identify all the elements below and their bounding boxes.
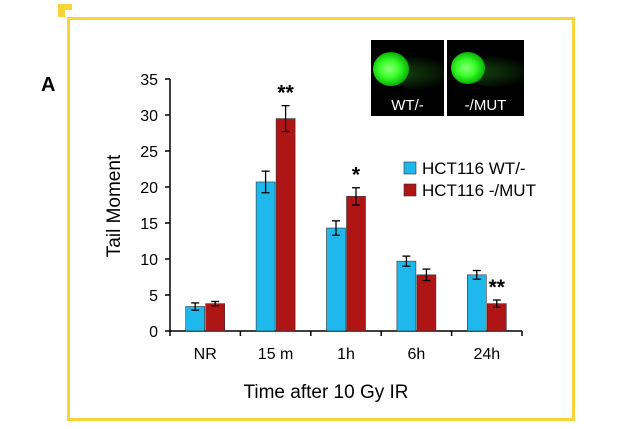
significance-marker: ** xyxy=(277,82,294,105)
bar xyxy=(205,303,225,332)
x-tick-label: 24h xyxy=(473,346,500,363)
corner-tab-marker xyxy=(58,4,72,17)
panel-label: A xyxy=(41,74,56,96)
chart-bars xyxy=(185,104,507,332)
x-tick-label: 6h xyxy=(408,346,426,363)
bar xyxy=(275,118,296,332)
y-tick-label: 0 xyxy=(149,324,158,341)
x-tick-label: 1h xyxy=(337,346,355,363)
y-tick-label: 35 xyxy=(140,72,158,89)
bar xyxy=(326,227,346,332)
x-axis-title: Time after 10 Gy IR xyxy=(243,382,408,403)
bar xyxy=(466,274,487,332)
y-tick-label: 25 xyxy=(140,144,158,161)
x-tick-label: NR xyxy=(194,346,217,363)
legend-label: HCT116 -/MUT xyxy=(422,181,536,200)
y-axis-title: Tail Moment xyxy=(104,154,125,257)
bar xyxy=(255,181,276,332)
y-tick-label: 15 xyxy=(140,216,158,233)
y-tick-label: 10 xyxy=(140,252,158,269)
legend-swatch xyxy=(403,183,417,197)
chart-axes xyxy=(165,78,523,336)
y-tick-label: 5 xyxy=(149,288,158,305)
bar xyxy=(346,196,366,332)
comet-assay-inset: WT/- -/MUT xyxy=(371,40,524,116)
figure-frame xyxy=(67,17,575,421)
bar xyxy=(416,274,437,332)
comet-image-mut: -/MUT xyxy=(447,40,524,116)
comet-image-wt: WT/- xyxy=(371,40,444,116)
comet-head xyxy=(373,52,409,86)
significance-marker: * xyxy=(352,164,361,187)
significance-marker: ** xyxy=(489,276,506,299)
inset-label-mut: -/MUT xyxy=(464,97,507,114)
inset-label-wt: WT/- xyxy=(391,97,424,114)
legend-label: HCT116 WT/- xyxy=(422,159,526,178)
y-tick-label: 20 xyxy=(140,180,158,197)
chart-legend: HCT116 WT/- HCT116 -/MUT xyxy=(403,159,536,200)
y-tick-label: 30 xyxy=(140,108,158,125)
legend-swatch xyxy=(403,161,417,175)
x-tick-label: 15 m xyxy=(258,346,294,363)
comet-head xyxy=(451,52,485,84)
bar xyxy=(396,260,417,332)
